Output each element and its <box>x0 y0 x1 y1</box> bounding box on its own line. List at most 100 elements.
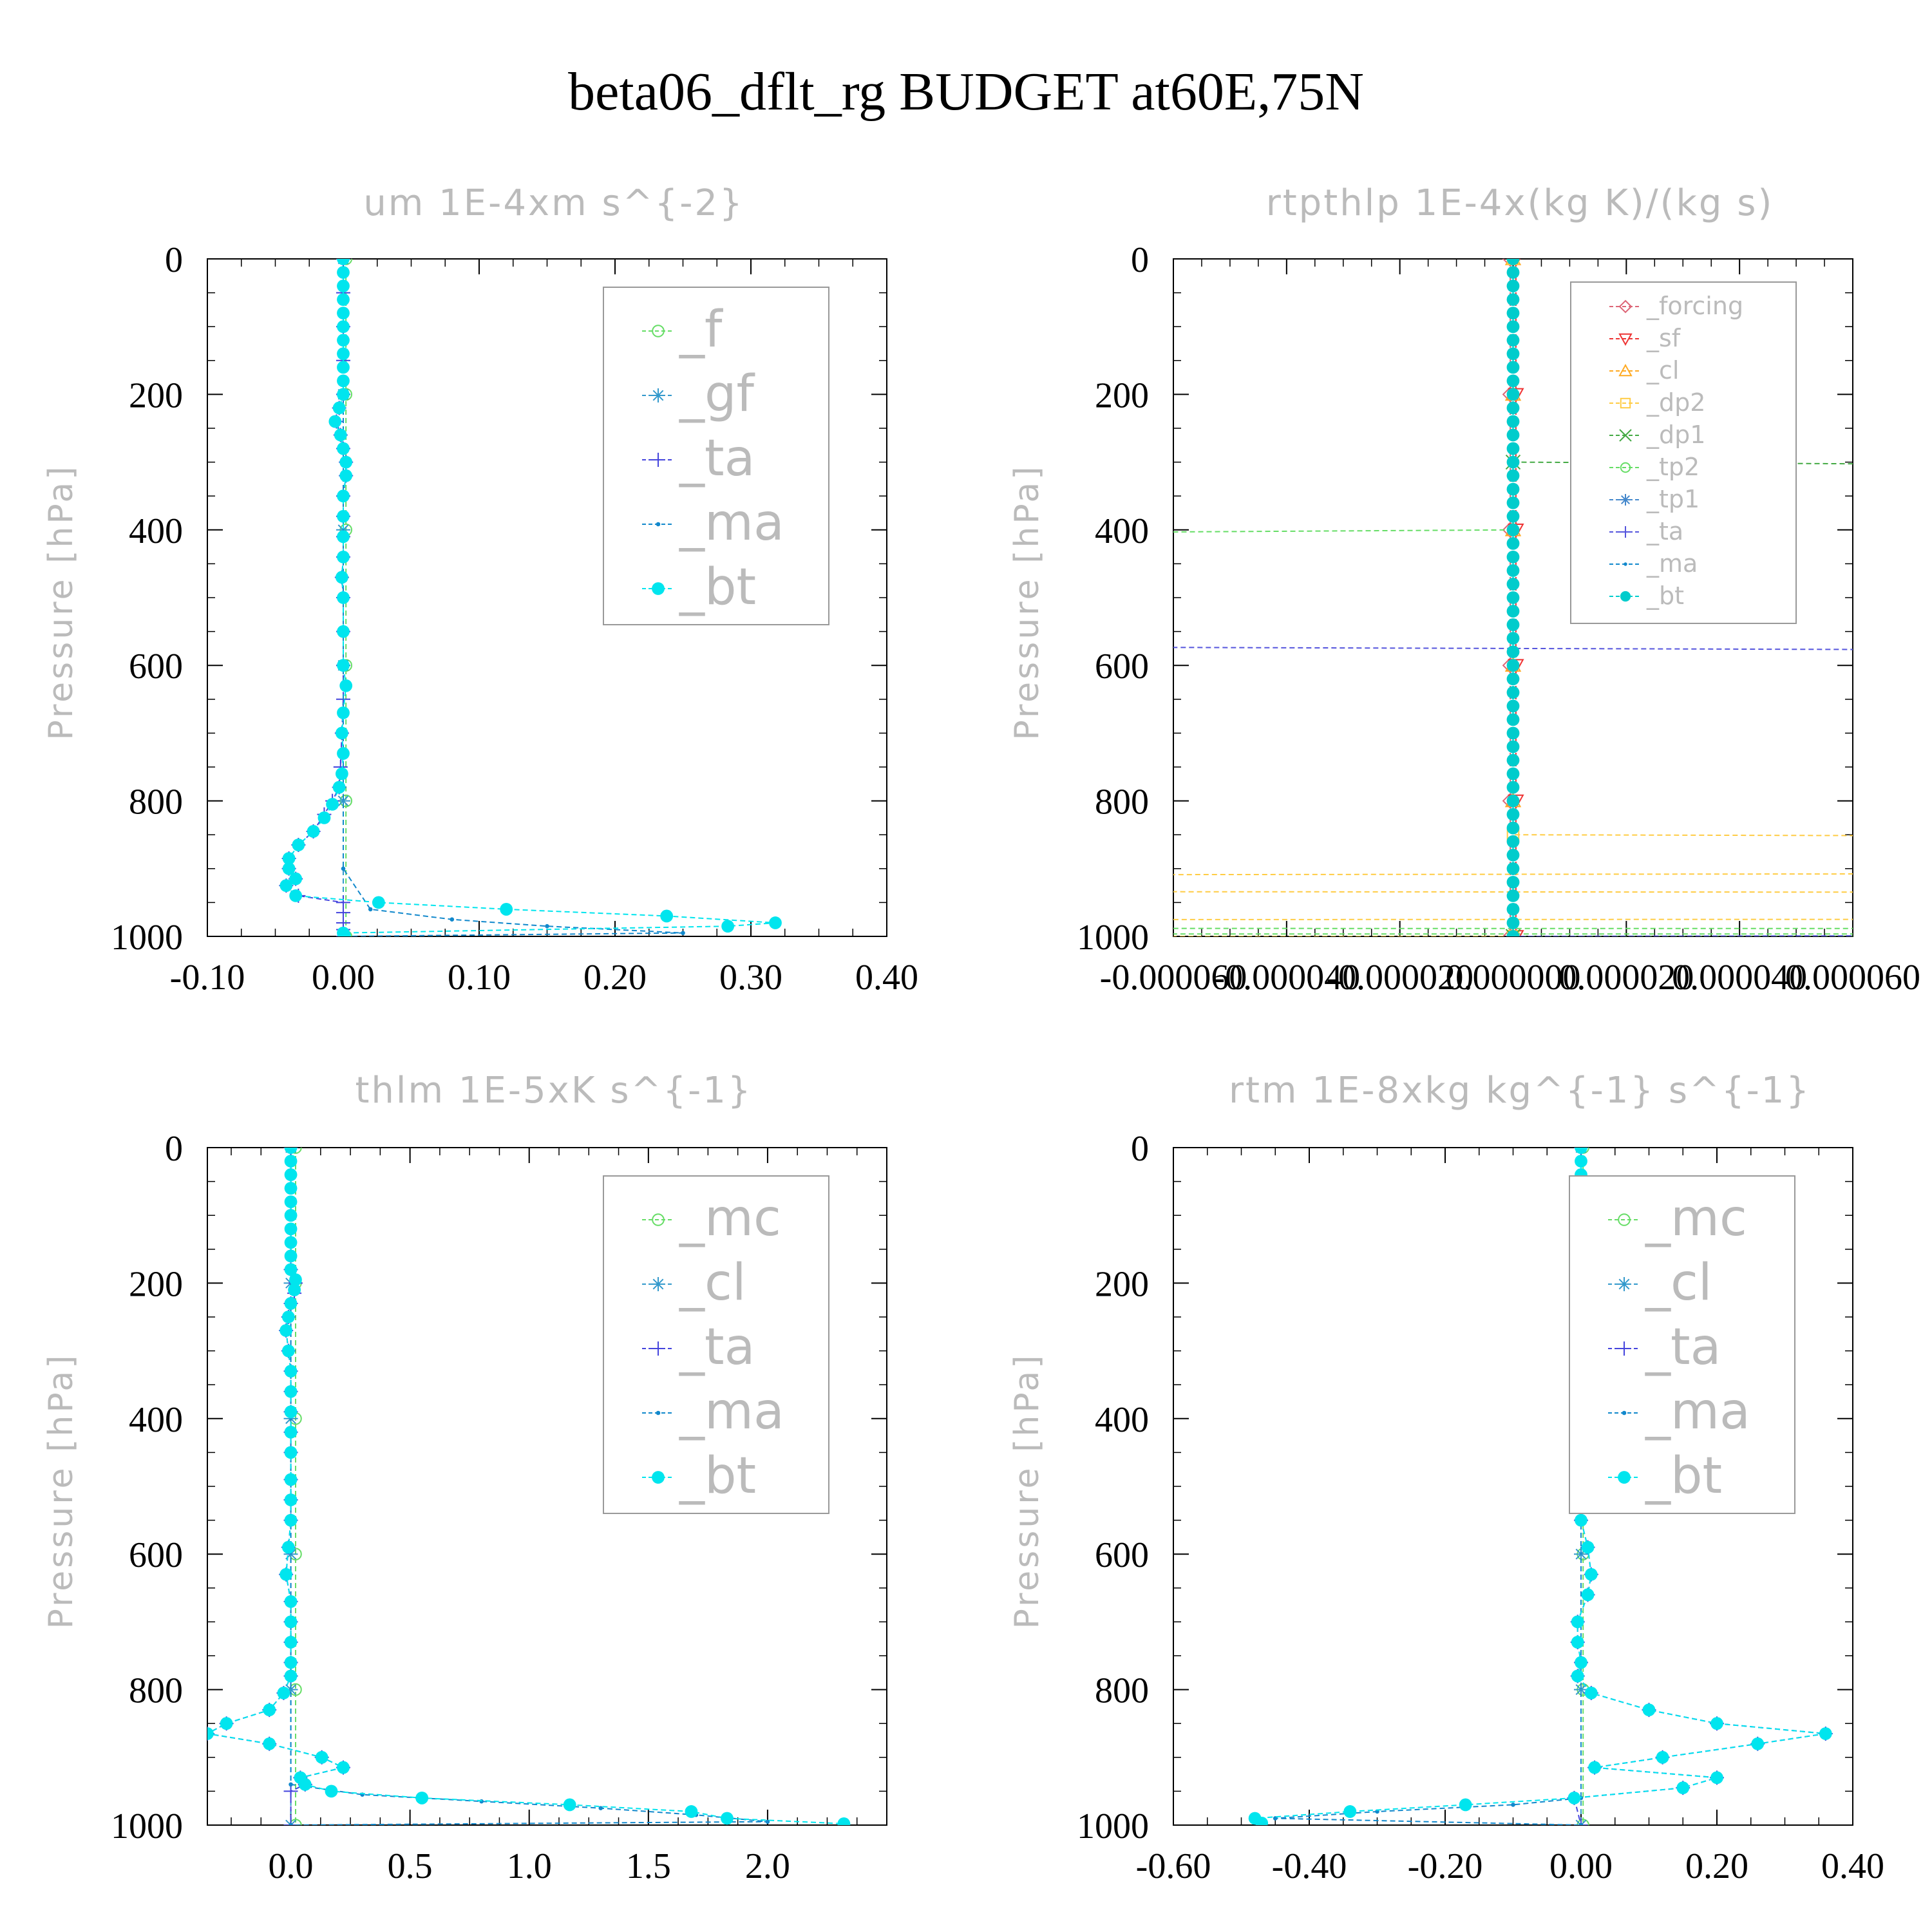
series-layer <box>207 1148 851 1825</box>
data-point <box>660 909 674 923</box>
data-point <box>1506 374 1520 388</box>
data-point <box>1506 428 1520 442</box>
data-point <box>1506 740 1520 753</box>
x-tick-label: 0.40 <box>1821 1846 1884 1886</box>
legend-label: _cl <box>1645 1254 1712 1312</box>
x-tick-label: 0.000060 <box>1785 958 1920 998</box>
data-point <box>1506 509 1520 523</box>
data-point <box>1506 320 1520 334</box>
legend-label: _tp2 <box>1646 453 1700 481</box>
panel-title: um 1E-4xm s^{-2} <box>363 182 744 224</box>
data-point <box>1656 1750 1669 1764</box>
data-point <box>1506 889 1520 902</box>
y-tick-label: 400 <box>129 511 183 551</box>
data-point <box>1506 496 1520 509</box>
legend-entry-dp1: _dp1 <box>1609 421 1705 449</box>
data-point <box>765 1819 770 1824</box>
panel-title: rtm 1E-8xkg kg^{-1} s^{-1} <box>1229 1070 1811 1112</box>
legend-entry-dp2: _dp2 <box>1609 388 1705 417</box>
data-point <box>335 571 348 584</box>
data-point <box>284 1513 298 1527</box>
data-point <box>284 1669 298 1683</box>
y-axis-label: Pressure [hPa] <box>42 464 80 741</box>
legend-entry-gf: _gf <box>642 365 755 423</box>
data-point <box>1506 713 1520 726</box>
data-point <box>415 1792 429 1804</box>
data-point <box>1506 632 1520 645</box>
legend-entry-bt: _bt <box>1609 582 1684 610</box>
data-point <box>563 1798 576 1812</box>
data-point <box>284 1656 298 1669</box>
x-tick-label: 2.0 <box>745 1846 790 1886</box>
data-point <box>598 1806 603 1810</box>
data-point <box>1624 562 1627 566</box>
data-point <box>1506 266 1520 279</box>
data-point <box>1506 259 1520 265</box>
y-tick-label: 0 <box>1131 240 1149 280</box>
legend-entry-ma: _ma <box>1608 1383 1750 1441</box>
data-point <box>1506 672 1520 686</box>
legend-label: _gf <box>679 365 755 423</box>
data-point <box>337 530 350 544</box>
data-point <box>284 1148 298 1154</box>
data-point <box>1506 862 1520 875</box>
y-tick-label: 600 <box>1095 647 1149 687</box>
legend-label: _f <box>679 301 723 359</box>
y-axis-label: Pressure [hPa] <box>1008 464 1046 741</box>
data-point <box>1506 361 1520 374</box>
y-tick-label: 1000 <box>111 1806 183 1846</box>
data-point <box>337 307 350 320</box>
data-point <box>652 1471 665 1484</box>
data-point <box>1581 1588 1595 1602</box>
data-point <box>207 1727 214 1740</box>
data-point <box>284 1209 298 1222</box>
data-point <box>341 866 346 871</box>
data-point <box>1506 645 1520 659</box>
legend-entry-ta: _ta <box>1609 517 1683 545</box>
x-tick-label: -0.60 <box>1136 1846 1211 1886</box>
x-tick-label: 0.00 <box>312 958 375 998</box>
data-point <box>1622 1410 1627 1416</box>
data-point <box>1506 808 1520 821</box>
data-point <box>288 1283 301 1296</box>
data-point <box>450 917 455 922</box>
data-point <box>263 1737 276 1750</box>
legend-label: _ma <box>679 1383 784 1441</box>
data-point <box>292 838 305 851</box>
data-point <box>284 1595 298 1608</box>
data-point <box>1618 333 1633 346</box>
data-point <box>1506 334 1520 347</box>
panel-rtm: rtm 1E-8xkg kg^{-1} s^{-1} Pressure [hPa… <box>1008 1070 1884 1886</box>
y-tick-label: 800 <box>1095 782 1149 822</box>
panel-rtpthlp: rtpthlp 1E-4x(kg K)/(kg s) Pressure [hPa… <box>1008 182 1920 998</box>
data-point <box>1571 1669 1584 1683</box>
data-point <box>1506 347 1520 361</box>
data-point <box>652 1213 665 1226</box>
panel-title: rtpthlp 1E-4x(kg K)/(kg s) <box>1266 182 1774 224</box>
legend: _mc _cl _ta _ma _bt <box>1569 1175 1795 1514</box>
data-point <box>337 293 350 307</box>
data-point <box>336 793 350 808</box>
data-point <box>337 591 350 604</box>
y-tick-label: 400 <box>1095 511 1149 551</box>
data-point <box>1620 397 1631 409</box>
y-tick-label: 1000 <box>1077 918 1149 958</box>
data-point <box>284 1446 298 1459</box>
data-point <box>220 1717 233 1730</box>
data-point <box>1506 401 1520 415</box>
data-point <box>337 625 350 638</box>
legend-label: _mc <box>1645 1189 1747 1247</box>
data-point <box>337 747 350 760</box>
data-point <box>281 1344 295 1358</box>
x-tick-label: 0.000020 <box>1558 958 1694 998</box>
legend-box <box>603 287 829 625</box>
legend-label: _dp1 <box>1646 421 1705 449</box>
data-point <box>1819 1727 1832 1740</box>
data-point <box>1581 1540 1595 1554</box>
data-point <box>279 1324 293 1337</box>
data-point <box>284 1168 298 1181</box>
data-point <box>284 1615 298 1629</box>
legend-entry-tp2: _tp2 <box>1609 453 1700 481</box>
x-tick-label: 1.5 <box>626 1846 671 1886</box>
